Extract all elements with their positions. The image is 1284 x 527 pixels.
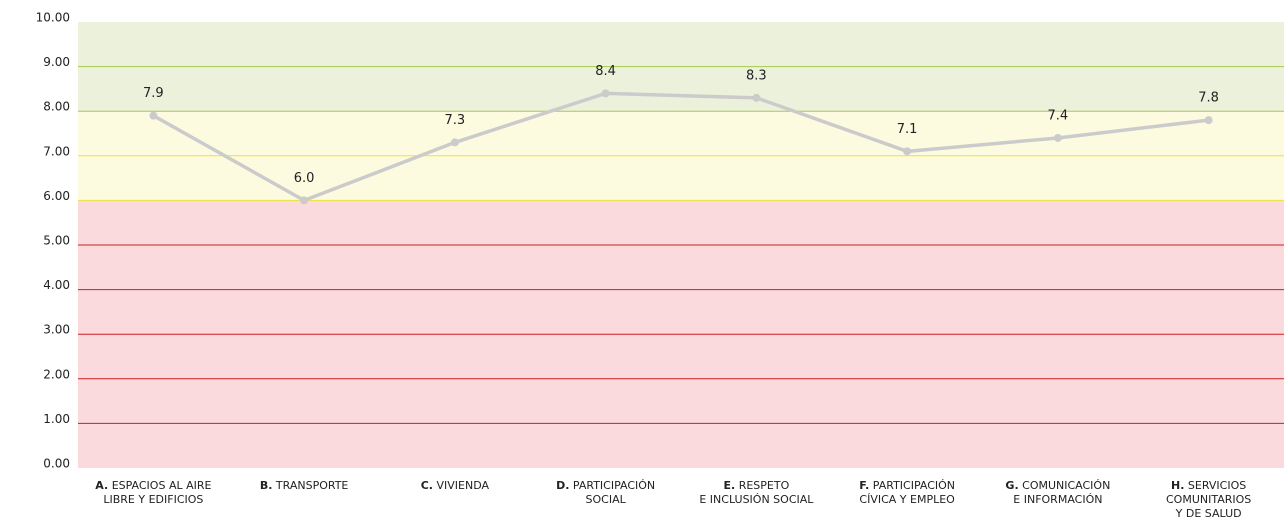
category-letter: F. [859, 479, 869, 492]
x-tick-label: SOCIAL [586, 493, 627, 506]
x-tick-label: D. PARTICIPACIÓN [556, 479, 655, 492]
category-text: CÍVICA Y EMPLEO [859, 493, 955, 506]
point [1204, 116, 1213, 125]
x-tick-label: CÍVICA Y EMPLEO [859, 493, 955, 506]
x-tick-label: H. SERVICIOS [1171, 479, 1246, 492]
category-letter: D. [556, 479, 569, 492]
category-text: PARTICIPACIÓN [873, 479, 955, 492]
point [752, 93, 761, 102]
value-label: 7.1 [897, 122, 918, 137]
category-text: COMUNICACIÓN [1022, 479, 1110, 492]
x-tick-label: B. TRANSPORTE [260, 479, 349, 492]
x-tick-label: G. COMUNICACIÓN [1005, 479, 1110, 492]
value-label: 7.4 [1048, 108, 1069, 123]
x-tick-label: E INCLUSIÓN SOCIAL [699, 493, 814, 506]
category-text: Y DE SALUD [1175, 507, 1242, 520]
category-letter: B. [260, 479, 273, 492]
y-tick-label: 2.00 [43, 367, 70, 381]
category-letter: E. [724, 479, 736, 492]
category-text: PARTICIPACIÓN [573, 479, 655, 492]
point [300, 196, 309, 205]
x-tick-label: E. RESPETO [724, 479, 790, 492]
category-text: COMUNITARIOS [1166, 493, 1251, 506]
category-text: SOCIAL [586, 493, 627, 506]
line [152, 91, 1209, 203]
y-tick-label: 4.00 [43, 278, 70, 292]
value-label: 8.4 [595, 64, 616, 79]
category-letter: G. [1005, 479, 1018, 492]
y-tick-label: 3.00 [43, 323, 70, 337]
category-text: SERVICIOS [1188, 479, 1246, 492]
category-text: ESPACIOS AL AIRE [112, 479, 212, 492]
x-tick-label: E INFORMACIÓN [1013, 493, 1102, 506]
x-tick-label: LIBRE Y EDIFICIOS [103, 493, 203, 506]
y-tick-label: 7.00 [43, 144, 70, 158]
value-label: 7.8 [1198, 91, 1219, 106]
category-letter: C. [421, 479, 433, 492]
x-tick-label: Y DE SALUD [1175, 507, 1242, 520]
value-label: 7.3 [445, 113, 466, 128]
point [601, 89, 610, 98]
point [450, 138, 459, 147]
y-tick-label: 6.00 [43, 189, 70, 203]
category-text: VIVIENDA [436, 479, 489, 492]
category-text: RESPETO [739, 479, 790, 492]
point [1053, 133, 1062, 142]
category-text: E INFORMACIÓN [1013, 493, 1102, 506]
category-letter: H. [1171, 479, 1184, 492]
category-letter: A. [95, 479, 108, 492]
y-tick-label: 0.00 [43, 457, 70, 471]
x-tick-label: C. VIVIENDA [421, 479, 490, 492]
y-tick-label: 9.00 [43, 55, 70, 69]
x-tick-label: F. PARTICIPACIÓN [859, 479, 955, 492]
x-tick-label: A. ESPACIOS AL AIRE [95, 479, 211, 492]
y-tick-label: 1.00 [43, 412, 70, 426]
point [149, 111, 158, 120]
value-label: 7.9 [143, 86, 164, 101]
category-text: LIBRE Y EDIFICIOS [103, 493, 203, 506]
value-label: 6.0 [294, 171, 315, 186]
value-label: 8.3 [746, 68, 767, 83]
y-tick-label: 10.00 [36, 11, 70, 25]
category-text: TRANSPORTE [275, 479, 349, 492]
y-tick-label: 5.00 [43, 234, 70, 248]
x-tick-label: COMUNITARIOS [1166, 493, 1251, 506]
point [903, 147, 912, 156]
y-tick-label: 8.00 [43, 100, 70, 114]
category-text: E INCLUSIÓN SOCIAL [699, 493, 814, 506]
